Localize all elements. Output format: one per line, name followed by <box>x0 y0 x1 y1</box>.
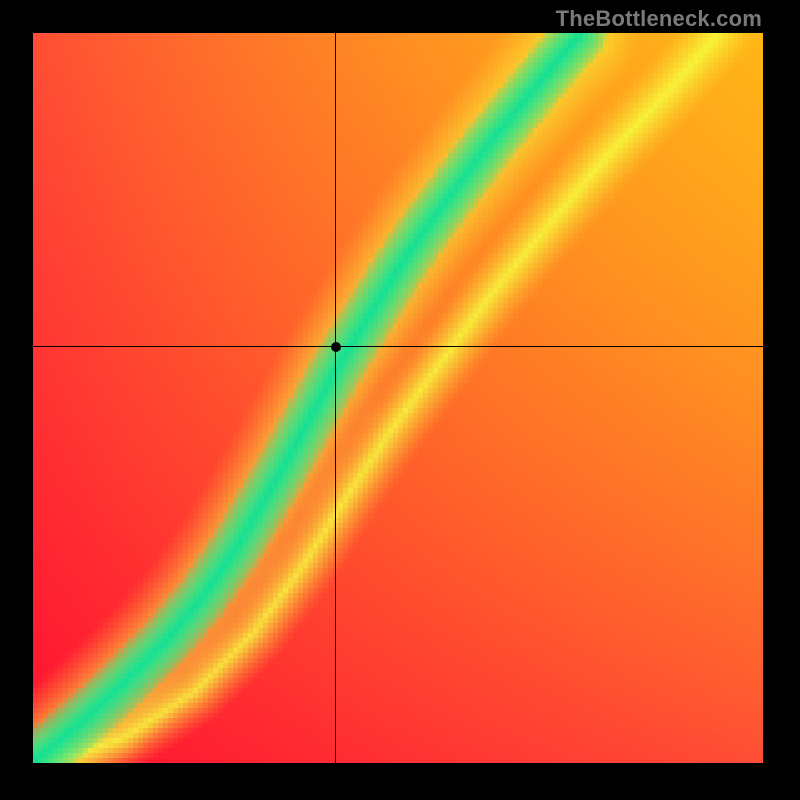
crosshair-marker <box>331 342 341 352</box>
watermark-text: TheBottleneck.com <box>556 6 762 32</box>
heatmap-canvas <box>33 33 763 763</box>
chart-container: TheBottleneck.com <box>0 0 800 800</box>
crosshair-horizontal <box>33 346 763 347</box>
crosshair-vertical <box>335 33 336 763</box>
